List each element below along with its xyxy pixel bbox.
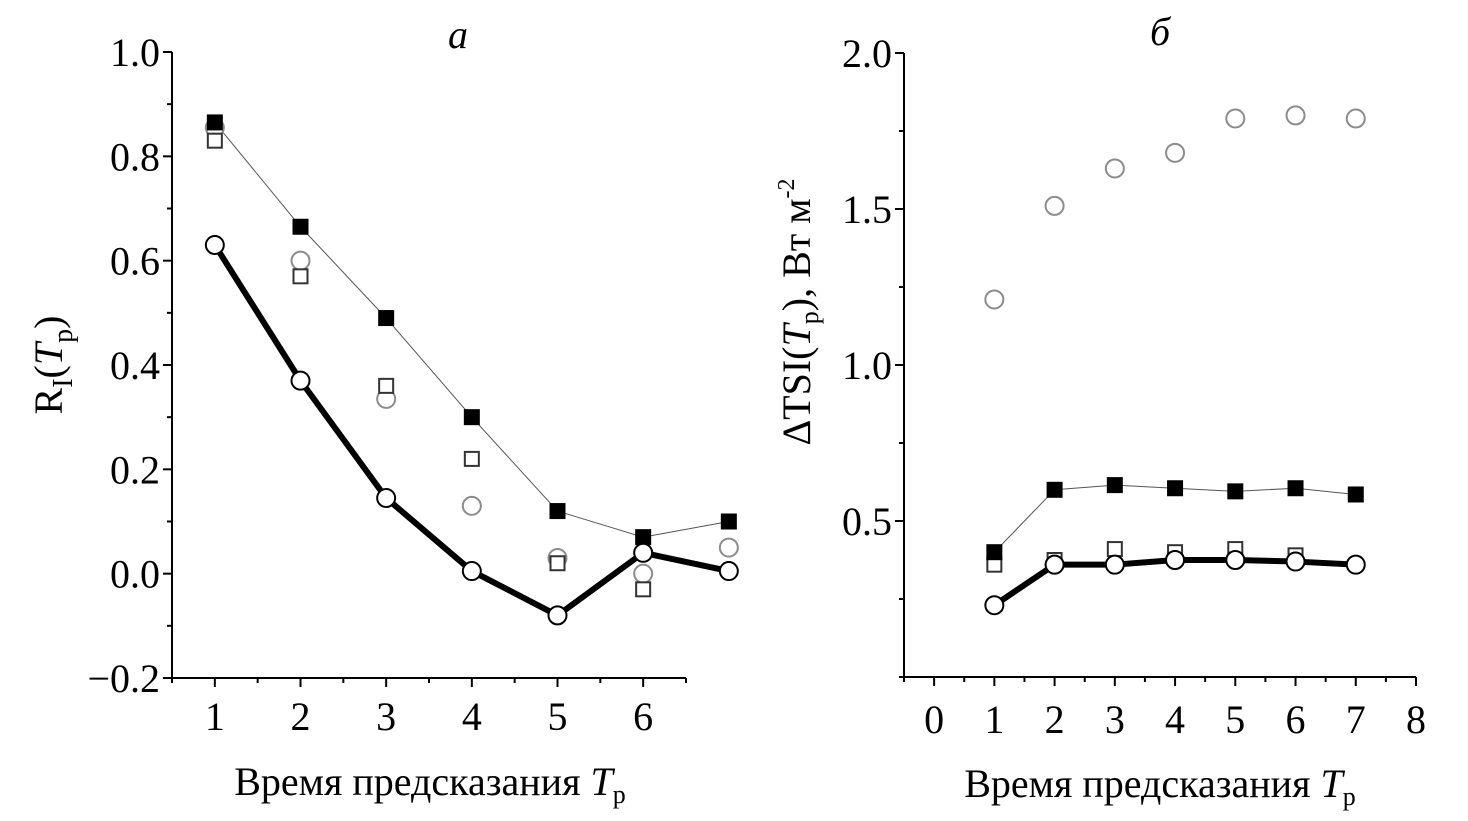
data-point-filled-squares	[1167, 480, 1184, 497]
y-tick-label: 0.0	[110, 552, 160, 597]
data-point-open-circles	[1104, 554, 1125, 575]
data-point-open-circles	[633, 542, 654, 563]
x-tick-label: 3	[1105, 697, 1125, 742]
data-point-gray-circles	[1044, 195, 1065, 216]
data-point-gray-circles	[461, 495, 482, 516]
data-point-open-squares	[292, 268, 309, 285]
x-tick-label: 0	[924, 697, 944, 742]
data-point-gray-circles	[984, 289, 1005, 310]
y-tick-label: 1.0	[842, 343, 892, 388]
data-point-gray-circles	[290, 250, 311, 271]
x-tick-label: 7	[1346, 697, 1366, 742]
data-point-open-squares	[463, 450, 480, 467]
data-point-open-circles	[547, 605, 568, 626]
y-tick-label: 1.5	[842, 187, 892, 232]
data-point-gray-circles	[1165, 142, 1186, 163]
y-tick-label: 0.4	[110, 343, 160, 388]
x-tick-label: 6	[1286, 697, 1306, 742]
data-point-open-circles	[290, 370, 311, 391]
data-point-gray-circles	[1225, 108, 1246, 129]
y-tick-label: 0.8	[110, 134, 160, 179]
y-tick-label: 2.0	[842, 31, 892, 76]
data-point-filled-squares	[206, 114, 223, 131]
data-point-filled-squares	[1106, 477, 1123, 494]
y-tick-label: 0.6	[110, 239, 160, 284]
x-tick-label: 5	[1225, 697, 1245, 742]
data-point-filled-squares	[986, 544, 1003, 561]
data-point-open-circles	[1285, 551, 1306, 572]
data-point-filled-squares	[1227, 483, 1244, 500]
data-point-open-circles	[376, 488, 397, 509]
data-point-filled-squares	[635, 529, 652, 546]
x-tick-label: 5	[548, 694, 568, 739]
data-point-filled-squares	[463, 409, 480, 426]
x-tick-label: 2	[1045, 697, 1065, 742]
data-point-filled-squares	[720, 513, 737, 530]
data-point-gray-circles	[718, 537, 739, 558]
x-tick-label: 3	[376, 694, 396, 739]
data-point-filled-squares	[1287, 480, 1304, 497]
data-point-gray-circles	[1285, 105, 1306, 126]
x-axis-title: Время предсказания Tp	[234, 759, 625, 809]
y-axis-title: RI(Tp)	[26, 316, 79, 415]
x-tick-label: 4	[1165, 697, 1185, 742]
y-tick-label: 1.0	[110, 30, 160, 75]
x-tick-label: 4	[462, 694, 482, 739]
data-point-open-circles	[1225, 550, 1246, 570]
panel-label: б	[1150, 9, 1172, 54]
y-axis-title: ΔTSI(Tp), Вт м-2	[774, 178, 824, 445]
series-line-filled-squares	[214, 122, 729, 538]
x-tick-label: 1	[984, 697, 1004, 742]
data-point-open-circles	[1345, 554, 1366, 575]
x-tick-label: 8	[1406, 697, 1426, 742]
data-point-open-squares	[378, 377, 395, 394]
data-point-open-squares	[549, 555, 566, 572]
data-point-open-circles	[984, 595, 1005, 616]
x-tick-label: 2	[291, 694, 311, 739]
data-point-filled-squares	[549, 503, 566, 520]
data-point-filled-squares	[1046, 481, 1063, 498]
data-point-filled-squares	[1347, 486, 1364, 503]
data-point-gray-circles	[633, 563, 654, 584]
y-tick-label: 0.2	[110, 447, 160, 492]
data-point-filled-squares	[292, 218, 309, 235]
panel-a: −0.2 0.0 0.2 0.4 0.6 0.8 1.0 1 2 3 4 5 6 а Время предс…	[26, 12, 739, 809]
data-point-gray-circles	[1104, 158, 1125, 179]
data-point-gray-circles	[1345, 108, 1366, 129]
panel-label: а	[448, 12, 468, 57]
x-tick-label: 1	[205, 694, 225, 739]
data-point-open-circles	[461, 561, 482, 582]
data-point-filled-squares	[378, 310, 395, 327]
data-point-open-squares	[206, 132, 223, 149]
data-point-open-squares	[1106, 541, 1123, 558]
series-line-open-circles	[212, 243, 730, 619]
y-tick-label: −0.2	[87, 656, 160, 701]
panel-b: 0.5 1.0 1.5 2.0 0 1 2 3 4 5 6 7 8 б Время предсказания…	[774, 9, 1426, 811]
data-point-open-squares	[635, 581, 652, 598]
x-tick-label: 6	[633, 694, 653, 739]
x-axis-title: Время предсказания Tp	[964, 761, 1355, 811]
data-point-open-circles	[718, 561, 739, 582]
data-point-open-circles	[204, 235, 225, 256]
data-point-open-circles	[1165, 550, 1186, 570]
data-point-open-circles	[1044, 554, 1065, 575]
y-tick-label: 0.5	[842, 499, 892, 544]
